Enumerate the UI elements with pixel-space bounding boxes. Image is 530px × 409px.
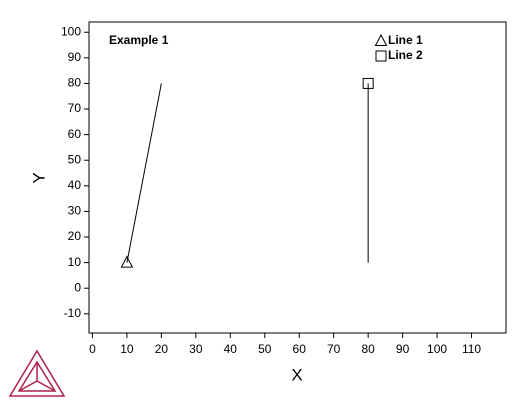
x-tick-label: 20 xyxy=(155,342,169,356)
y-tick-label: 10 xyxy=(68,255,82,269)
y-tick-label: 30 xyxy=(68,204,82,218)
x-tick-label: 100 xyxy=(427,342,447,356)
x-tick-label: 110 xyxy=(462,342,481,356)
legend-label: Line 1 xyxy=(388,33,423,47)
y-axis-label: Y xyxy=(29,172,48,183)
legend-marker xyxy=(375,50,387,62)
x-tick-label: 0 xyxy=(89,342,96,356)
chart-title: Example 1 xyxy=(109,33,169,47)
x-tick-label: 90 xyxy=(396,342,410,356)
plot-frame xyxy=(88,21,507,334)
logo xyxy=(8,349,66,397)
x-tick-label: 10 xyxy=(120,342,134,356)
x-tick-label: 40 xyxy=(224,342,238,356)
y-tick-label: -10 xyxy=(64,306,82,320)
y-tick-label: 80 xyxy=(68,76,82,90)
x-axis-label: X xyxy=(291,365,302,384)
y-tick-label: 60 xyxy=(68,127,82,141)
x-tick-label: 80 xyxy=(361,342,375,356)
y-tick-label: 70 xyxy=(68,101,82,115)
legend-label: Line 2 xyxy=(388,48,423,62)
x-tick-label: 70 xyxy=(327,342,341,356)
marker xyxy=(362,77,374,89)
y-tick-label: 90 xyxy=(68,50,82,64)
legend-marker xyxy=(374,33,388,46)
y-tick-label: 0 xyxy=(74,280,81,294)
y-tick-label: 50 xyxy=(68,152,82,166)
x-tick-label: 30 xyxy=(189,342,203,356)
y-tick-label: 20 xyxy=(68,229,82,243)
marker xyxy=(120,255,134,268)
x-tick-label: 60 xyxy=(293,342,307,356)
y-tick-label: 40 xyxy=(68,178,82,192)
x-tick-label: 50 xyxy=(258,342,272,356)
line xyxy=(126,83,162,263)
y-tick-label: 100 xyxy=(61,24,81,38)
